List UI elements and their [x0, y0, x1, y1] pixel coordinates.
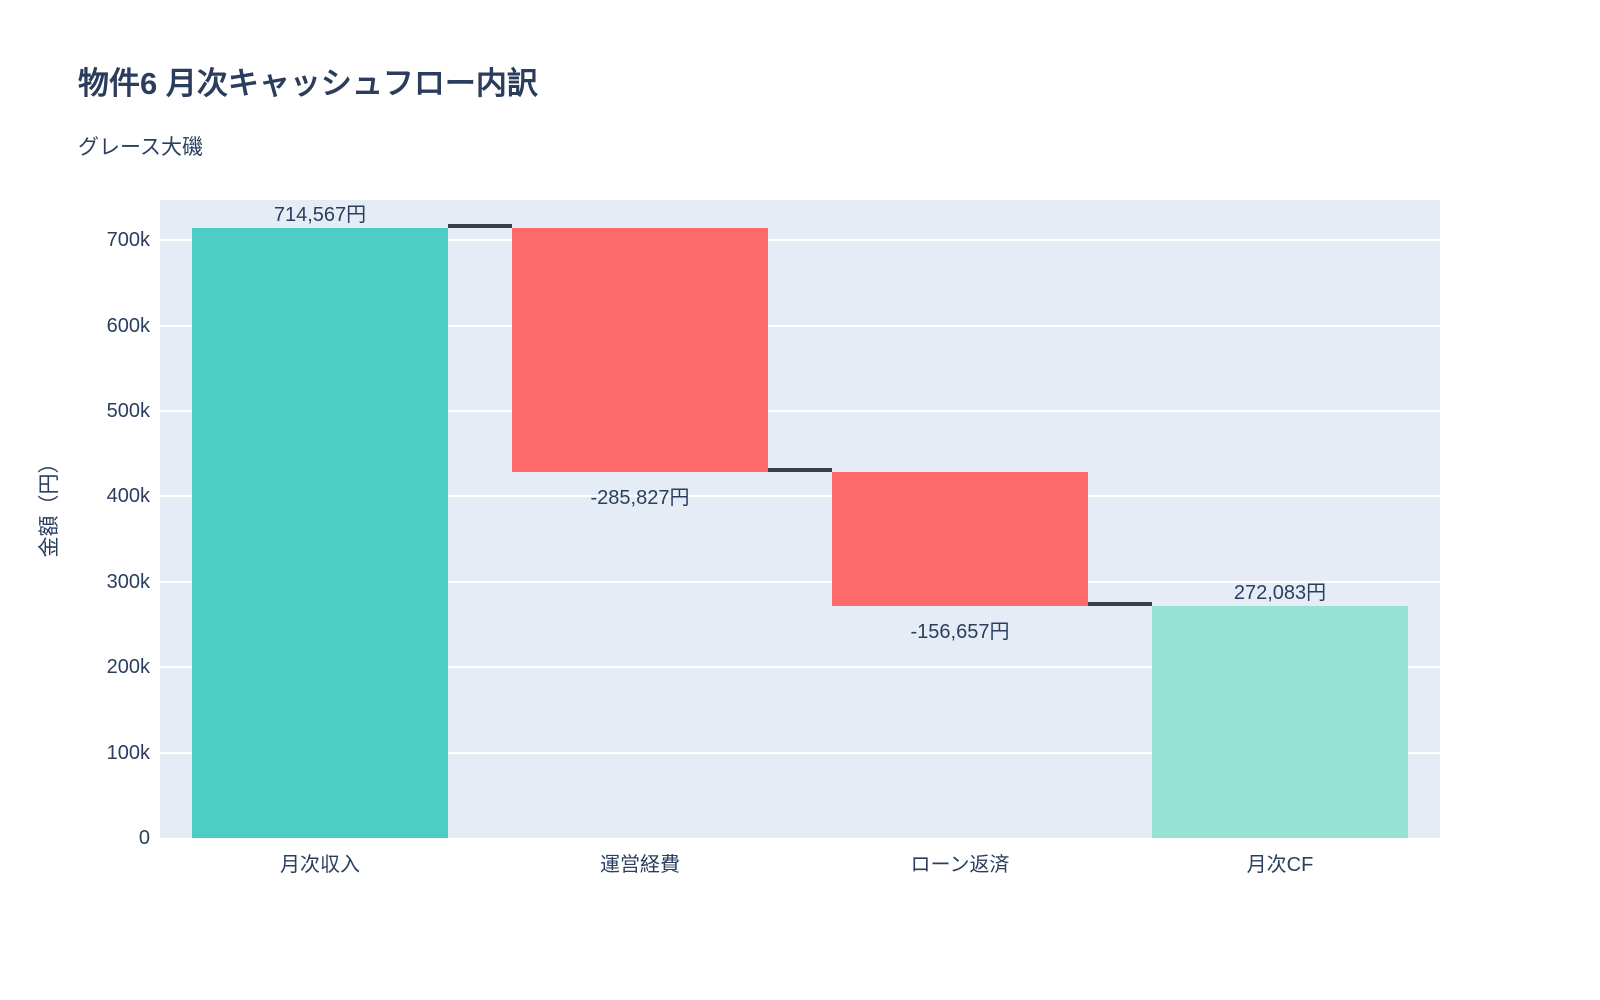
- bar-value-label-monthly-cf: 272,083円: [1233, 581, 1327, 604]
- connector-line-2: [1088, 601, 1152, 606]
- y-tick-label-400k: 400k: [106, 485, 150, 508]
- y-tick-label-200k: 200k: [106, 656, 150, 679]
- chart-subtitle: グレース大磯: [78, 136, 203, 159]
- y-tick-label-300k: 300k: [106, 570, 150, 593]
- gridline-300k: [160, 580, 1440, 583]
- gridline-500k: [160, 409, 1440, 412]
- gridline-200k: [160, 666, 1440, 669]
- x-tick-label-operating-expenses: 運営経費: [600, 854, 680, 876]
- bar-operating-expenses[interactable]: [512, 227, 768, 472]
- bar-monthly-cf[interactable]: [1152, 605, 1408, 838]
- gridline-100k: [160, 751, 1440, 754]
- bar-value-label-operating-expenses: -285,827円: [590, 486, 690, 509]
- x-tick-label-monthly-income: 月次収入: [280, 854, 360, 876]
- y-tick-label-0: 0: [138, 827, 150, 849]
- x-tick-label-monthly-cf: 月次CF: [1246, 854, 1314, 876]
- chart-title: 物件6 月次キャッシュフロー内訳: [78, 66, 538, 101]
- y-tick-label-600k: 600k: [106, 314, 150, 337]
- y-tick-label-700k: 700k: [106, 229, 150, 252]
- y-tick-label-500k: 500k: [106, 399, 150, 422]
- connector-line-1: [768, 467, 832, 472]
- gridline-600k: [160, 324, 1440, 327]
- bar-value-label-loan-repayment: -156,657円: [910, 620, 1010, 643]
- connector-line-0: [448, 223, 512, 228]
- bar-monthly-income[interactable]: [192, 227, 448, 838]
- gridline-700k: [160, 239, 1440, 242]
- plot-area[interactable]: [160, 200, 1440, 838]
- bar-value-label-monthly-income: 714,567円: [273, 203, 367, 226]
- bar-loan-repayment[interactable]: [832, 471, 1088, 606]
- x-tick-label-loan-repayment: ローン返済: [910, 854, 1010, 876]
- y-tick-label-100k: 100k: [106, 741, 150, 764]
- gridline-400k: [160, 495, 1440, 498]
